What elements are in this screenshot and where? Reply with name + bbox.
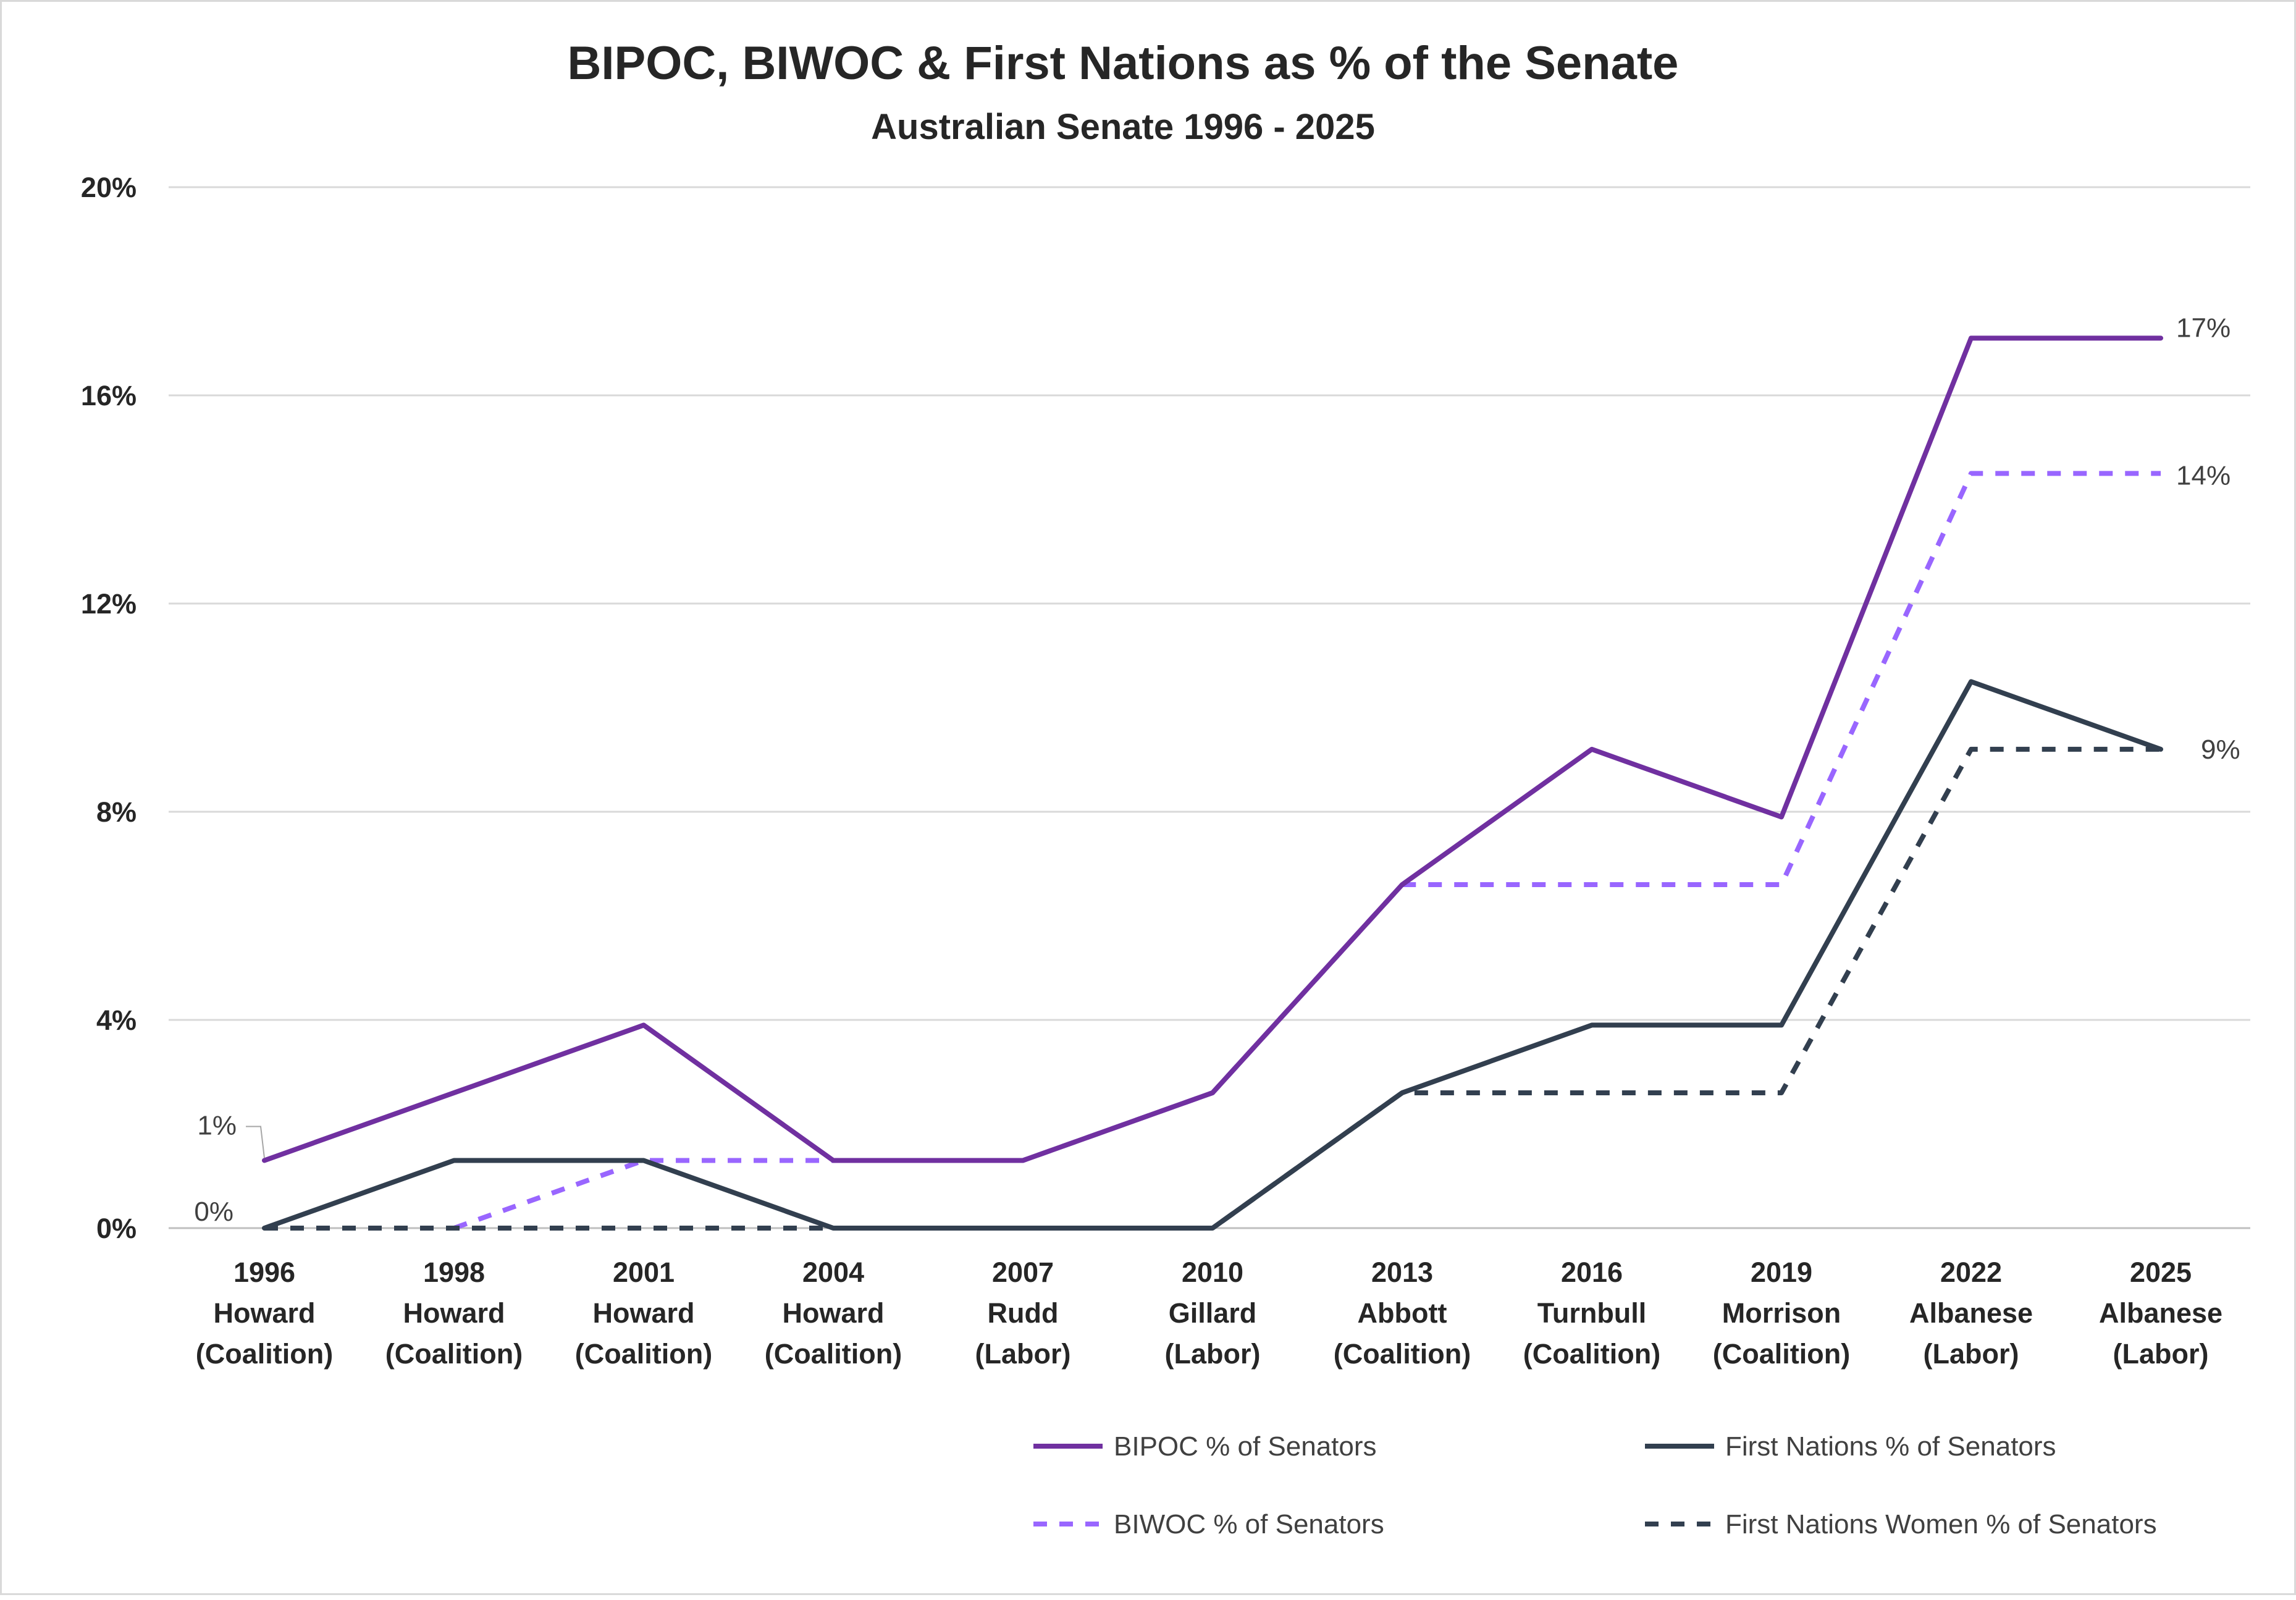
legend-item: First Nations Women % of Senators xyxy=(1645,1509,2157,1539)
y-tick-label: 8% xyxy=(96,796,137,828)
legend-item: BIWOC % of Senators xyxy=(1033,1509,1384,1539)
x-tick-label: 2004 Howard (Coalition) xyxy=(765,1257,902,1370)
data-label: 1% xyxy=(197,1110,237,1140)
legend-item: First Nations % of Senators xyxy=(1645,1431,2056,1462)
legend-label: BIWOC % of Senators xyxy=(1114,1509,1384,1539)
x-tick-label: 1998 Howard (Coalition) xyxy=(385,1257,523,1370)
legend-label: First Nations % of Senators xyxy=(1725,1431,2056,1462)
y-tick-label: 12% xyxy=(81,588,137,620)
chart-subtitle: Australian Senate 1996 - 2025 xyxy=(871,107,1375,147)
y-tick-label: 0% xyxy=(96,1213,137,1244)
series-line-bipoc-of-senators xyxy=(262,335,2163,1163)
x-tick-label: 2025 Albanese (Labor) xyxy=(2099,1257,2222,1370)
x-tick-label: 2022 Albanese (Labor) xyxy=(1909,1257,2033,1370)
data-label: 9% xyxy=(2201,735,2240,765)
x-tick-label: 2016 Turnbull (Coalition) xyxy=(1523,1257,1660,1370)
series-line-biwoc-of-senators xyxy=(453,471,2161,1231)
chart-title: BIPOC, BIWOC & First Nations as % of the… xyxy=(568,37,1679,90)
x-tick-label: 2019 Morrison (Coalition) xyxy=(1713,1257,1850,1370)
series-line-first-nations-women-of-senators xyxy=(264,746,2161,1231)
legend-label: First Nations Women % of Senators xyxy=(1725,1509,2157,1539)
x-tick-label: 2001 Howard (Coalition) xyxy=(575,1257,712,1370)
x-tick-label: 2010 Gillard (Labor) xyxy=(1165,1257,1261,1370)
x-tick-label: 2013 Abbott (Coalition) xyxy=(1334,1257,1471,1370)
data-label-leader xyxy=(246,1126,265,1158)
data-label: 0% xyxy=(194,1197,233,1227)
data-label: 17% xyxy=(2176,313,2231,343)
legend-item: BIPOC % of Senators xyxy=(1033,1431,1377,1462)
x-tick-label: 2007 Rudd (Labor) xyxy=(975,1257,1071,1370)
legend-label: BIPOC % of Senators xyxy=(1114,1431,1377,1462)
y-tick-label: 20% xyxy=(81,172,137,203)
data-label: 14% xyxy=(2176,460,2231,491)
x-tick-label: 1996 Howard (Coalition) xyxy=(196,1257,333,1370)
y-tick-label: 16% xyxy=(81,380,137,411)
y-tick-label: 4% xyxy=(96,1004,137,1036)
series-line-first-nations-of-senators xyxy=(262,679,2163,1231)
